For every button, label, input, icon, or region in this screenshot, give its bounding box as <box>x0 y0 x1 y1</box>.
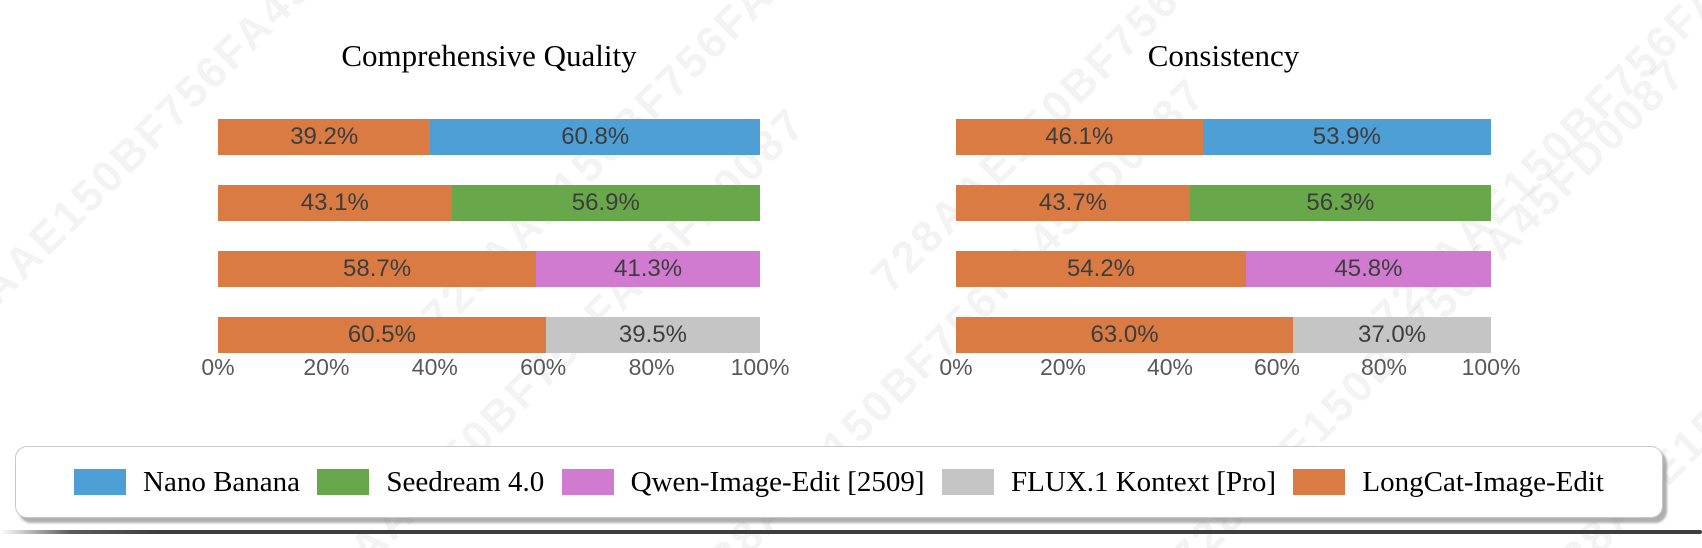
bar-value-label: 46.1% <box>1045 123 1114 150</box>
bar-segment-nano-banana: 53.9% <box>1202 119 1491 155</box>
chart-title: Comprehensive Quality <box>341 38 637 73</box>
bar-value-label: 45.8% <box>1334 255 1403 282</box>
x-tick-label: 60% <box>1253 354 1301 380</box>
bar-segment-longcat-image-edit: 46.1% <box>956 119 1203 155</box>
bar-value-label: 60.5% <box>347 321 416 348</box>
bar-row: 60.5% 39.5% <box>218 317 760 353</box>
legend-item-longcat-image-edit: LongCat-Image-Edit <box>1293 466 1604 499</box>
legend-label: LongCat-Image-Edit <box>1362 465 1604 498</box>
legend-label: Seedream 4.0 <box>386 465 545 498</box>
bar-row: 39.2% 60.8% <box>218 119 760 155</box>
bar-segment-longcat-image-edit: 54.2% <box>956 251 1246 287</box>
bar-segment-nano-banana: 60.8% <box>430 119 760 155</box>
x-axis: 0% 20% 40% 60% 80% 100% <box>201 354 789 384</box>
bars: 46.1% 53.9% 43.7% 56.3% 54.2% 45.8% 63.0% 37.0% <box>956 119 1491 383</box>
legend: Nano Banana Seedream 4.0 Qwen-Image-Edit [… <box>15 446 1663 518</box>
bar-value-label: 37.0% <box>1357 321 1427 348</box>
x-tick-label: 100% <box>730 354 790 380</box>
bar-row: 43.7% 56.3% <box>956 185 1491 221</box>
bar-value-label: 39.2% <box>290 123 359 150</box>
x-tick-label: 20% <box>303 354 350 380</box>
legend-item-nano-banana: Nano Banana <box>74 466 300 499</box>
bar-value-label: 60.8% <box>561 123 630 150</box>
x-tick-label: 0% <box>201 354 235 380</box>
bar-value-label: 56.9% <box>571 189 640 216</box>
x-tick-label: 60% <box>520 354 567 380</box>
bar-row: 54.2% 45.8% <box>956 251 1491 287</box>
bar-row: 46.1% 53.9% <box>956 119 1491 155</box>
bar-value-label: 63.0% <box>1090 321 1159 348</box>
x-axis: 0% 20% 40% 60% 80% 100% <box>939 354 1520 384</box>
page-divider-line <box>0 530 1702 534</box>
bar-segment-longcat-image-edit: 43.1% <box>218 185 452 221</box>
chart-title: Consistency <box>1147 38 1300 73</box>
legend-swatch-flux-1-kontext-pro <box>941 469 994 495</box>
legend-swatch-longcat-image-edit <box>1293 469 1346 495</box>
legend-label: Nano Banana <box>143 465 301 498</box>
bar-value-label: 56.3% <box>1306 189 1375 216</box>
bar-segment-seedream-4-0: 56.3% <box>1189 185 1491 221</box>
x-tick-label: 40% <box>411 354 458 380</box>
x-tick-label: 80% <box>628 354 675 380</box>
bar-row: 43.1% 56.9% <box>218 185 760 221</box>
legend-item-flux-1-kontext-pro: FLUX.1 Kontext [Pro] <box>941 465 1276 499</box>
x-tick-label: 40% <box>1146 354 1194 380</box>
bars: 39.2% 60.8% 43.1% 56.9% 58.7% 41.3% 60.5% 39.5% <box>218 119 760 383</box>
x-tick-label: 80% <box>1360 354 1408 380</box>
bar-segment-longcat-image-edit: 58.7% <box>218 251 537 287</box>
bar-row: 63.0% 37.0% <box>956 317 1491 353</box>
bar-value-label: 58.7% <box>343 255 412 282</box>
bar-row: 58.7% 41.3% <box>218 251 760 287</box>
x-tick-label: 100% <box>1461 354 1521 380</box>
bar-segment-qwen-image-edit-2509: 41.3% <box>536 251 760 287</box>
bar-segment-seedream-4-0: 56.9% <box>451 185 760 221</box>
bar-value-label: 53.9% <box>1312 123 1381 150</box>
legend-swatch-qwen-image-edit-2509 <box>561 469 614 495</box>
bar-value-label: 41.3% <box>614 255 683 282</box>
legend-swatch-seedream-4-0 <box>317 469 370 495</box>
legend-swatch-nano-banana <box>74 469 126 495</box>
bar-segment-flux-1-kontext-pro: 37.0% <box>1293 317 1491 353</box>
bar-segment-flux-1-kontext-pro: 39.5% <box>545 317 760 353</box>
bar-value-label: 43.7% <box>1038 189 1107 216</box>
legend-item-seedream-4-0: Seedream 4.0 <box>317 466 544 499</box>
bar-segment-qwen-image-edit-2509: 45.8% <box>1245 251 1491 287</box>
bar-segment-longcat-image-edit: 63.0% <box>956 317 1294 353</box>
legend-label: FLUX.1 Kontext [Pro] <box>1010 465 1276 498</box>
legend-label: Qwen-Image-Edit [2509] <box>630 465 925 498</box>
bar-segment-longcat-image-edit: 43.7% <box>956 185 1190 221</box>
x-tick-label: 0% <box>939 354 973 380</box>
bar-value-label: 43.1% <box>300 189 369 216</box>
bar-segment-longcat-image-edit: 39.2% <box>218 119 431 155</box>
bar-value-label: 39.5% <box>618 321 687 348</box>
bar-segment-longcat-image-edit: 60.5% <box>218 317 546 353</box>
x-tick-label: 20% <box>1039 354 1087 380</box>
legend-item-qwen-image-edit-2509: Qwen-Image-Edit [2509] <box>561 465 925 499</box>
bar-value-label: 54.2% <box>1066 255 1136 282</box>
